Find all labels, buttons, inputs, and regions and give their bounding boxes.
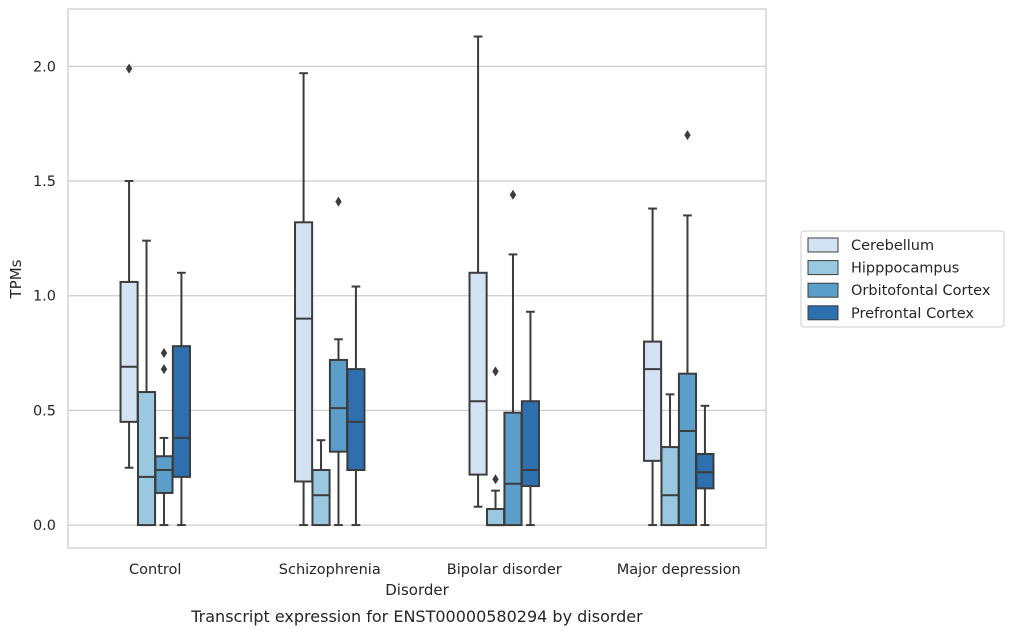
box <box>171 345 191 478</box>
box-group <box>695 404 715 527</box>
box <box>154 455 174 494</box>
outlier-point <box>160 348 168 359</box>
box <box>520 400 540 488</box>
box-group <box>154 348 174 527</box>
legend-swatch <box>807 282 839 298</box>
box-series <box>119 35 715 527</box>
box-group <box>311 439 331 527</box>
y-tick-label: 0.0 <box>33 518 56 534</box>
box <box>119 280 139 423</box>
outlier-point <box>125 63 133 74</box>
box-group <box>171 271 191 527</box>
outlier-point <box>160 364 168 375</box>
legend-swatch <box>807 305 839 321</box>
series-cerebellum <box>119 35 663 527</box>
legend-label: Cerebellum <box>851 238 934 254</box>
series-orbitofontal-cortex <box>154 130 698 527</box>
outlier-point <box>492 366 499 377</box>
outlier-point <box>492 474 499 485</box>
legend-frame <box>800 230 1005 328</box>
legend-label: Hipppocampus <box>851 261 959 277</box>
plot-area-frame <box>67 8 767 549</box>
box <box>695 452 715 490</box>
box <box>136 391 157 527</box>
x-axis-ticks: Control Schizophrenia Bipolar disorder Majo… <box>129 562 741 578</box>
box <box>485 508 506 527</box>
outlier-point <box>335 196 342 207</box>
legend-label: Orbitofontal Cortex <box>851 283 991 299</box>
box <box>468 271 488 476</box>
box-group <box>328 196 349 527</box>
x-tick-label: Major depression <box>617 562 741 578</box>
x-tick-label: Control <box>129 562 181 578</box>
box-group <box>294 72 314 527</box>
box-group <box>119 63 139 469</box>
box <box>311 469 331 527</box>
series-prefrontal-cortex <box>171 271 715 527</box>
box <box>503 411 523 527</box>
box <box>328 358 349 453</box>
legend-label: Prefrontal Cortex <box>851 306 974 322</box>
series-hipppocampus <box>136 239 680 527</box>
box <box>346 368 366 472</box>
box-group <box>677 130 698 527</box>
legend-swatch <box>807 237 839 253</box>
box <box>660 446 680 527</box>
y-tick-label: 2.0 <box>33 59 56 75</box>
x-tick-label: Bipolar disorder <box>447 562 562 578</box>
outlier-point <box>509 189 517 200</box>
box-group <box>136 239 157 527</box>
box-group <box>485 366 506 527</box>
y-tick-label: 1.5 <box>33 174 56 190</box>
x-axis-label: Disorder <box>385 581 449 599</box>
box-group <box>643 207 663 527</box>
box-group <box>346 285 366 527</box>
box <box>677 372 698 527</box>
y-tick-label: 0.5 <box>33 403 56 419</box>
legend: Cerebellum Hipppocampus Orbitofontal Corte… <box>800 230 1005 328</box>
box <box>643 340 663 462</box>
legend-swatch <box>807 260 839 276</box>
y-axis-ticks: 0.0 0.5 1.0 1.5 2.0 <box>33 59 56 534</box>
box-group <box>660 393 680 527</box>
box-group <box>520 310 540 527</box>
y-tick-label: 1.0 <box>33 289 56 305</box>
figure-caption: Transcript expression for ENST0000058029… <box>190 607 643 626</box>
outlier-point <box>684 130 691 141</box>
box-group <box>503 189 523 527</box>
box <box>294 221 314 483</box>
box-group <box>468 35 488 508</box>
x-tick-label: Schizophrenia <box>279 562 381 578</box>
y-axis-label: TPMs <box>7 259 25 299</box>
